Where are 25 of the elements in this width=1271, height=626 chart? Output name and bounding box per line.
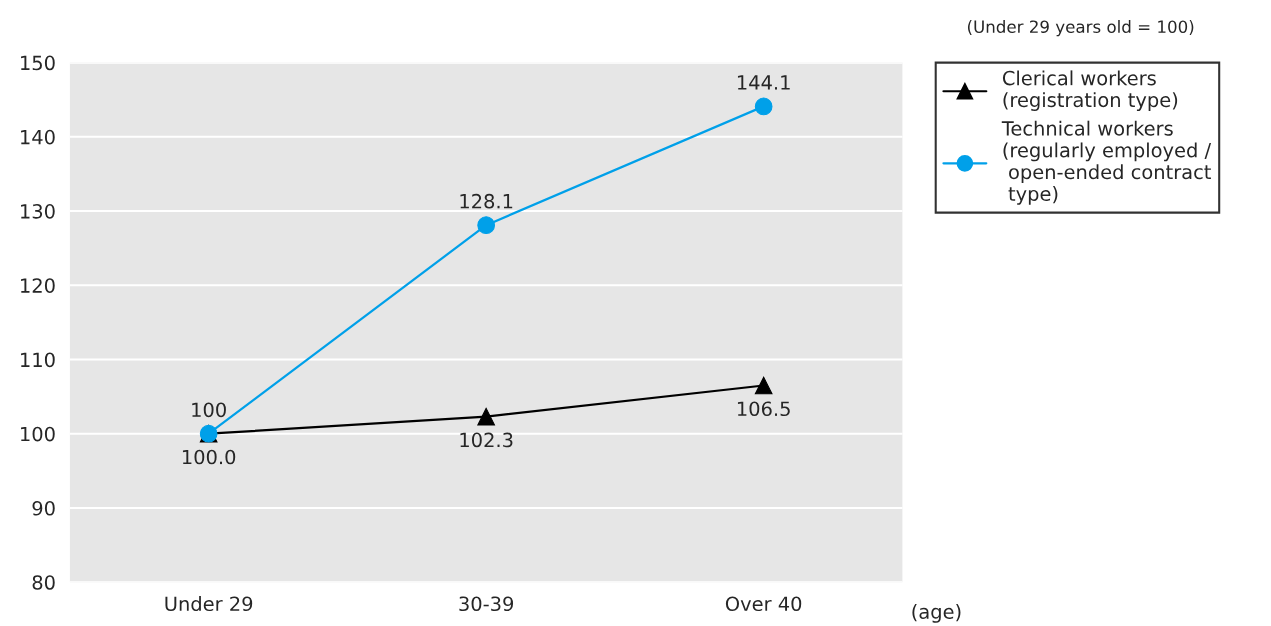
data-label: 100.0 xyxy=(182,449,236,465)
point xyxy=(477,407,496,426)
y-tick-label: 150 xyxy=(21,55,55,71)
x-tick-label: Under 29 xyxy=(165,596,253,612)
y-tick-label: 90 xyxy=(32,500,55,516)
x-tick-label: 30-39 xyxy=(459,596,514,612)
point xyxy=(477,216,496,235)
point xyxy=(754,376,773,395)
data-label: 144.1 xyxy=(737,75,790,90)
x-tick-label: Over 40 xyxy=(725,596,802,612)
legend-label: Clerical workers (registration type) xyxy=(1002,70,1178,111)
y-tick-label: 100 xyxy=(21,426,55,442)
data-label: 100 xyxy=(192,402,226,418)
y-tick-label: 120 xyxy=(21,278,55,293)
point xyxy=(754,97,773,116)
data-label: 106.5 xyxy=(737,401,790,417)
y-tick-label: 80 xyxy=(32,575,55,590)
text: (Under 29 years old = 100) xyxy=(967,20,1194,37)
data-label: 128.1 xyxy=(460,193,513,209)
data-label: 102.3 xyxy=(460,432,513,448)
y-tick-label: 110 xyxy=(21,352,55,368)
y-tick-label: 140 xyxy=(21,129,55,145)
x-axis-title: (age) xyxy=(912,603,961,623)
y-tick-label: 130 xyxy=(21,204,55,219)
legend-label: Technical workers (regularly employed / open-ended contract type) xyxy=(1001,120,1212,205)
